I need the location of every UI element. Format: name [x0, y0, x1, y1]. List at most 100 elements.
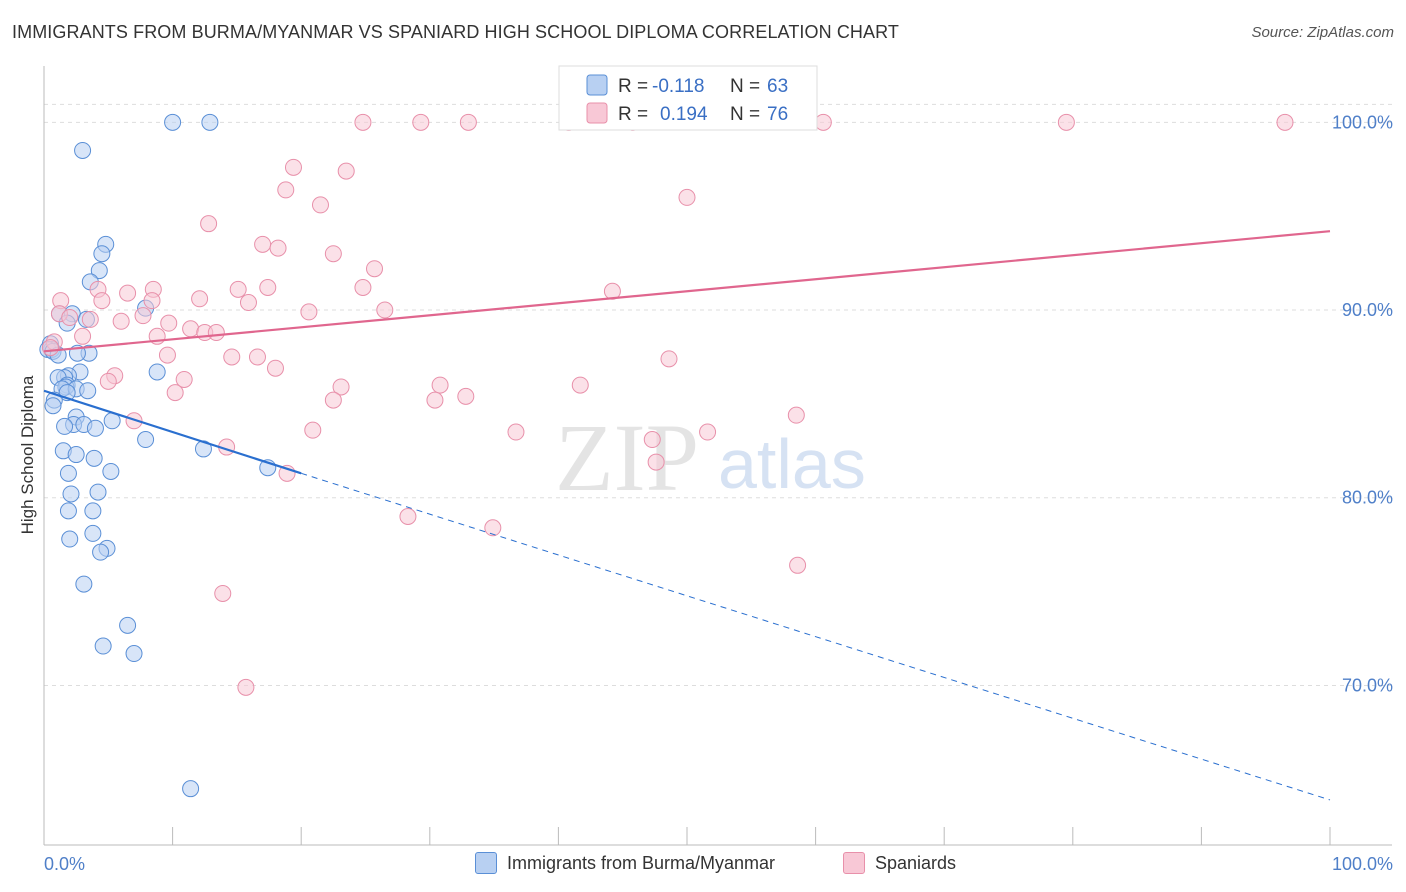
- legend-label-burma: Immigrants from Burma/Myanmar: [507, 852, 776, 873]
- point-spaniards: [61, 309, 79, 327]
- point-spaniards: [93, 292, 111, 310]
- point-burma: [164, 113, 182, 131]
- trend-line-burma: [43, 389, 302, 475]
- legend-swatch-spaniards: [843, 852, 865, 874]
- watermark-atlas: atlas: [718, 425, 866, 503]
- point-spaniards: [214, 584, 232, 602]
- point-spaniards: [324, 391, 342, 409]
- point-spaniards: [300, 303, 318, 321]
- point-spaniards: [266, 359, 284, 377]
- point-burma: [59, 502, 77, 520]
- legend-r-value-pink: 0.194: [660, 104, 708, 125]
- point-spaniards: [647, 453, 665, 471]
- point-burma: [89, 483, 107, 501]
- legend-n-label-blue: N =: [730, 76, 760, 97]
- point-burma: [67, 446, 85, 464]
- point-spaniards: [457, 387, 475, 405]
- y-tick-label: 80.0%: [1342, 488, 1393, 508]
- y-tick-label: 100.0%: [1332, 112, 1393, 132]
- point-burma: [90, 262, 108, 280]
- point-spaniards: [507, 423, 525, 441]
- point-spaniards: [337, 162, 355, 180]
- point-burma: [61, 530, 79, 548]
- point-burma: [93, 245, 111, 263]
- legend-item-burma[interactable]: Immigrants from Burma/Myanmar: [475, 852, 775, 874]
- point-burma: [62, 485, 80, 503]
- point-spaniards: [166, 384, 184, 402]
- tick-labels: 100.0% 90.0% 80.0% 70.0% 0.0% 100.0%: [44, 112, 1393, 874]
- point-spaniards: [399, 508, 417, 526]
- legend-r-label-blue: R =: [618, 76, 648, 97]
- point-spaniards: [248, 348, 266, 366]
- point-spaniards: [660, 350, 678, 368]
- trend-line-spaniards: [43, 230, 1331, 353]
- point-spaniards: [277, 181, 295, 199]
- point-spaniards: [366, 260, 384, 278]
- point-spaniards: [354, 278, 372, 296]
- point-spaniards: [332, 378, 350, 396]
- axes: [43, 66, 1392, 846]
- point-spaniards: [81, 310, 99, 328]
- y-tick-label: 90.0%: [1342, 300, 1393, 320]
- point-spaniards: [431, 376, 449, 394]
- point-burma: [102, 462, 120, 480]
- point-spaniards: [354, 113, 372, 131]
- y-tick-label: 70.0%: [1342, 675, 1393, 695]
- point-burma: [148, 363, 166, 381]
- point-spaniards: [426, 391, 444, 409]
- chart-title: IMMIGRANTS FROM BURMA/MYANMAR VS SPANIAR…: [12, 22, 899, 42]
- x-tick-label: 100.0%: [1332, 854, 1393, 874]
- point-spaniards: [484, 519, 502, 537]
- point-spaniards: [311, 196, 329, 214]
- point-spaniards: [787, 406, 805, 424]
- point-spaniards: [223, 348, 241, 366]
- legend-item-spaniards[interactable]: Spaniards: [843, 852, 956, 874]
- point-burma: [84, 502, 102, 520]
- point-spaniards: [99, 372, 117, 390]
- point-spaniards: [304, 421, 322, 439]
- point-spaniards: [814, 113, 832, 131]
- point-spaniards: [324, 245, 342, 263]
- legend-r-label-pink: R =: [618, 104, 648, 125]
- point-burma: [86, 419, 104, 437]
- point-spaniards: [412, 113, 430, 131]
- trend-line-burma-extrapolated: [301, 472, 1331, 801]
- point-spaniards: [254, 235, 272, 253]
- point-spaniards: [284, 158, 302, 176]
- legend-r-value-blue: -0.118: [652, 76, 704, 97]
- point-spaniards: [237, 678, 255, 696]
- point-spaniards: [119, 284, 137, 302]
- point-burma: [84, 524, 102, 542]
- legend-n-value-pink: 76: [767, 104, 788, 125]
- point-burma: [125, 645, 143, 663]
- point-burma: [94, 637, 112, 655]
- gridlines: [44, 103, 1392, 686]
- point-spaniards: [678, 188, 696, 206]
- point-spaniards: [789, 556, 807, 574]
- data-points: [39, 113, 1294, 798]
- point-burma: [74, 141, 92, 159]
- point-burma: [201, 113, 219, 131]
- point-burma: [85, 449, 103, 467]
- point-spaniards: [259, 278, 277, 296]
- legend-label-spaniards: Spaniards: [875, 852, 957, 873]
- point-spaniards: [160, 314, 178, 332]
- legend-n-label-pink: N =: [730, 104, 760, 125]
- point-spaniards: [239, 294, 257, 312]
- legend-swatch-burma: [475, 852, 497, 874]
- correlation-legend: R = -0.118 N = 63 R = 0.194 N = 76: [558, 65, 818, 131]
- point-burma: [119, 616, 137, 634]
- trend-lines: [43, 230, 1331, 801]
- point-spaniards: [74, 327, 92, 345]
- watermark-zip: ZIP: [555, 404, 699, 511]
- point-burma: [182, 780, 200, 798]
- point-spaniards: [571, 376, 589, 394]
- point-spaniards: [269, 239, 287, 257]
- point-burma: [56, 417, 74, 435]
- point-spaniards: [112, 312, 130, 330]
- point-spaniards: [41, 339, 59, 357]
- point-spaniards: [182, 320, 200, 338]
- point-burma: [59, 464, 77, 482]
- source-label: Source: ZipAtlas.com: [1251, 24, 1394, 41]
